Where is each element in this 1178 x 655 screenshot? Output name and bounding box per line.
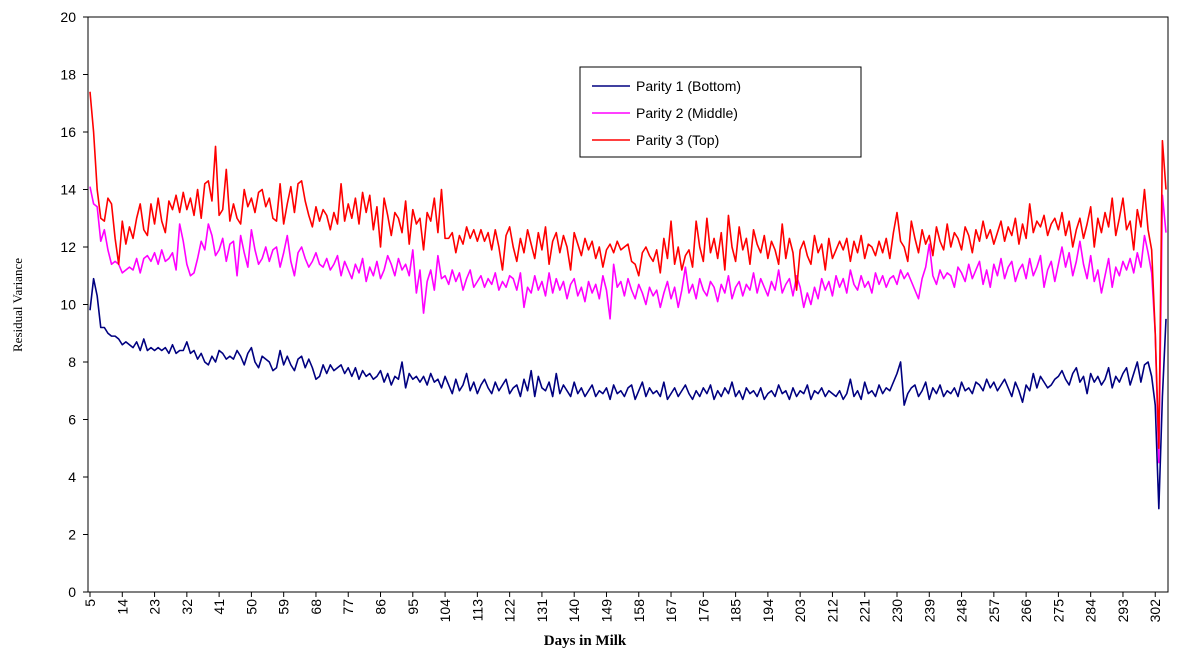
x-tick-label: 212 xyxy=(824,599,840,623)
x-tick-label: 248 xyxy=(954,599,970,623)
y-tick-label: 14 xyxy=(60,182,76,198)
x-tick-label: 203 xyxy=(792,599,808,623)
x-tick-label: 185 xyxy=(728,599,744,623)
x-tick-label: 230 xyxy=(889,599,905,623)
x-tick-label: 113 xyxy=(469,599,485,622)
y-tick-label: 16 xyxy=(60,124,76,140)
x-tick-label: 50 xyxy=(243,599,259,615)
y-tick-label: 20 xyxy=(60,9,76,25)
x-tick-label: 77 xyxy=(340,599,356,615)
x-tick-label: 95 xyxy=(405,599,421,615)
x-tick-label: 32 xyxy=(179,599,195,615)
legend-box xyxy=(579,66,862,158)
x-tick-label: 239 xyxy=(921,599,937,623)
y-tick-label: 0 xyxy=(68,584,76,600)
legend-label: Parity 2 (Middle) xyxy=(636,105,738,121)
y-tick-label: 2 xyxy=(68,527,76,543)
x-tick-label: 167 xyxy=(663,599,679,623)
legend-label: Parity 1 (Bottom) xyxy=(636,78,741,94)
legend-label: Parity 3 (Top) xyxy=(636,132,719,148)
x-tick-label: 41 xyxy=(211,599,227,615)
series-line xyxy=(89,186,1167,464)
x-tick-label: 14 xyxy=(114,599,130,615)
x-tick-label: 302 xyxy=(1147,599,1163,623)
x-tick-label: 5 xyxy=(82,599,98,607)
y-tick-label: 18 xyxy=(60,67,76,83)
x-tick-label: 149 xyxy=(598,599,614,623)
x-tick-label: 131 xyxy=(534,599,550,623)
x-tick-label: 104 xyxy=(437,599,453,623)
x-tick-label: 257 xyxy=(986,599,1002,623)
x-tick-label: 68 xyxy=(308,599,324,615)
y-tick-label: 4 xyxy=(68,469,76,485)
x-tick-label: 23 xyxy=(147,599,163,615)
x-tick-label: 176 xyxy=(695,599,711,623)
x-tick-label: 221 xyxy=(857,599,873,623)
x-tick-label: 266 xyxy=(1018,599,1034,623)
x-tick-label: 293 xyxy=(1115,599,1131,623)
x-tick-label: 284 xyxy=(1083,599,1099,623)
x-tick-label: 275 xyxy=(1050,599,1066,623)
x-tick-label: 194 xyxy=(760,599,776,623)
y-tick-label: 6 xyxy=(68,412,76,428)
y-tick-label: 8 xyxy=(68,354,76,370)
series-line xyxy=(89,277,1167,510)
x-tick-label: 158 xyxy=(631,599,647,623)
x-tick-label: 59 xyxy=(276,599,292,615)
x-axis-title: Days in Milk xyxy=(544,633,627,649)
legend: Parity 1 (Bottom) Parity 2 (Middle) Parity… xyxy=(579,66,862,158)
y-axis-title: Residual Variance xyxy=(10,258,25,352)
y-tick-label: 12 xyxy=(60,239,76,255)
series-line xyxy=(89,91,1167,450)
y-tick-label: 10 xyxy=(60,297,76,313)
x-tick-label: 140 xyxy=(566,599,582,623)
x-tick-label: 122 xyxy=(502,599,518,623)
x-tick-label: 86 xyxy=(373,599,389,615)
